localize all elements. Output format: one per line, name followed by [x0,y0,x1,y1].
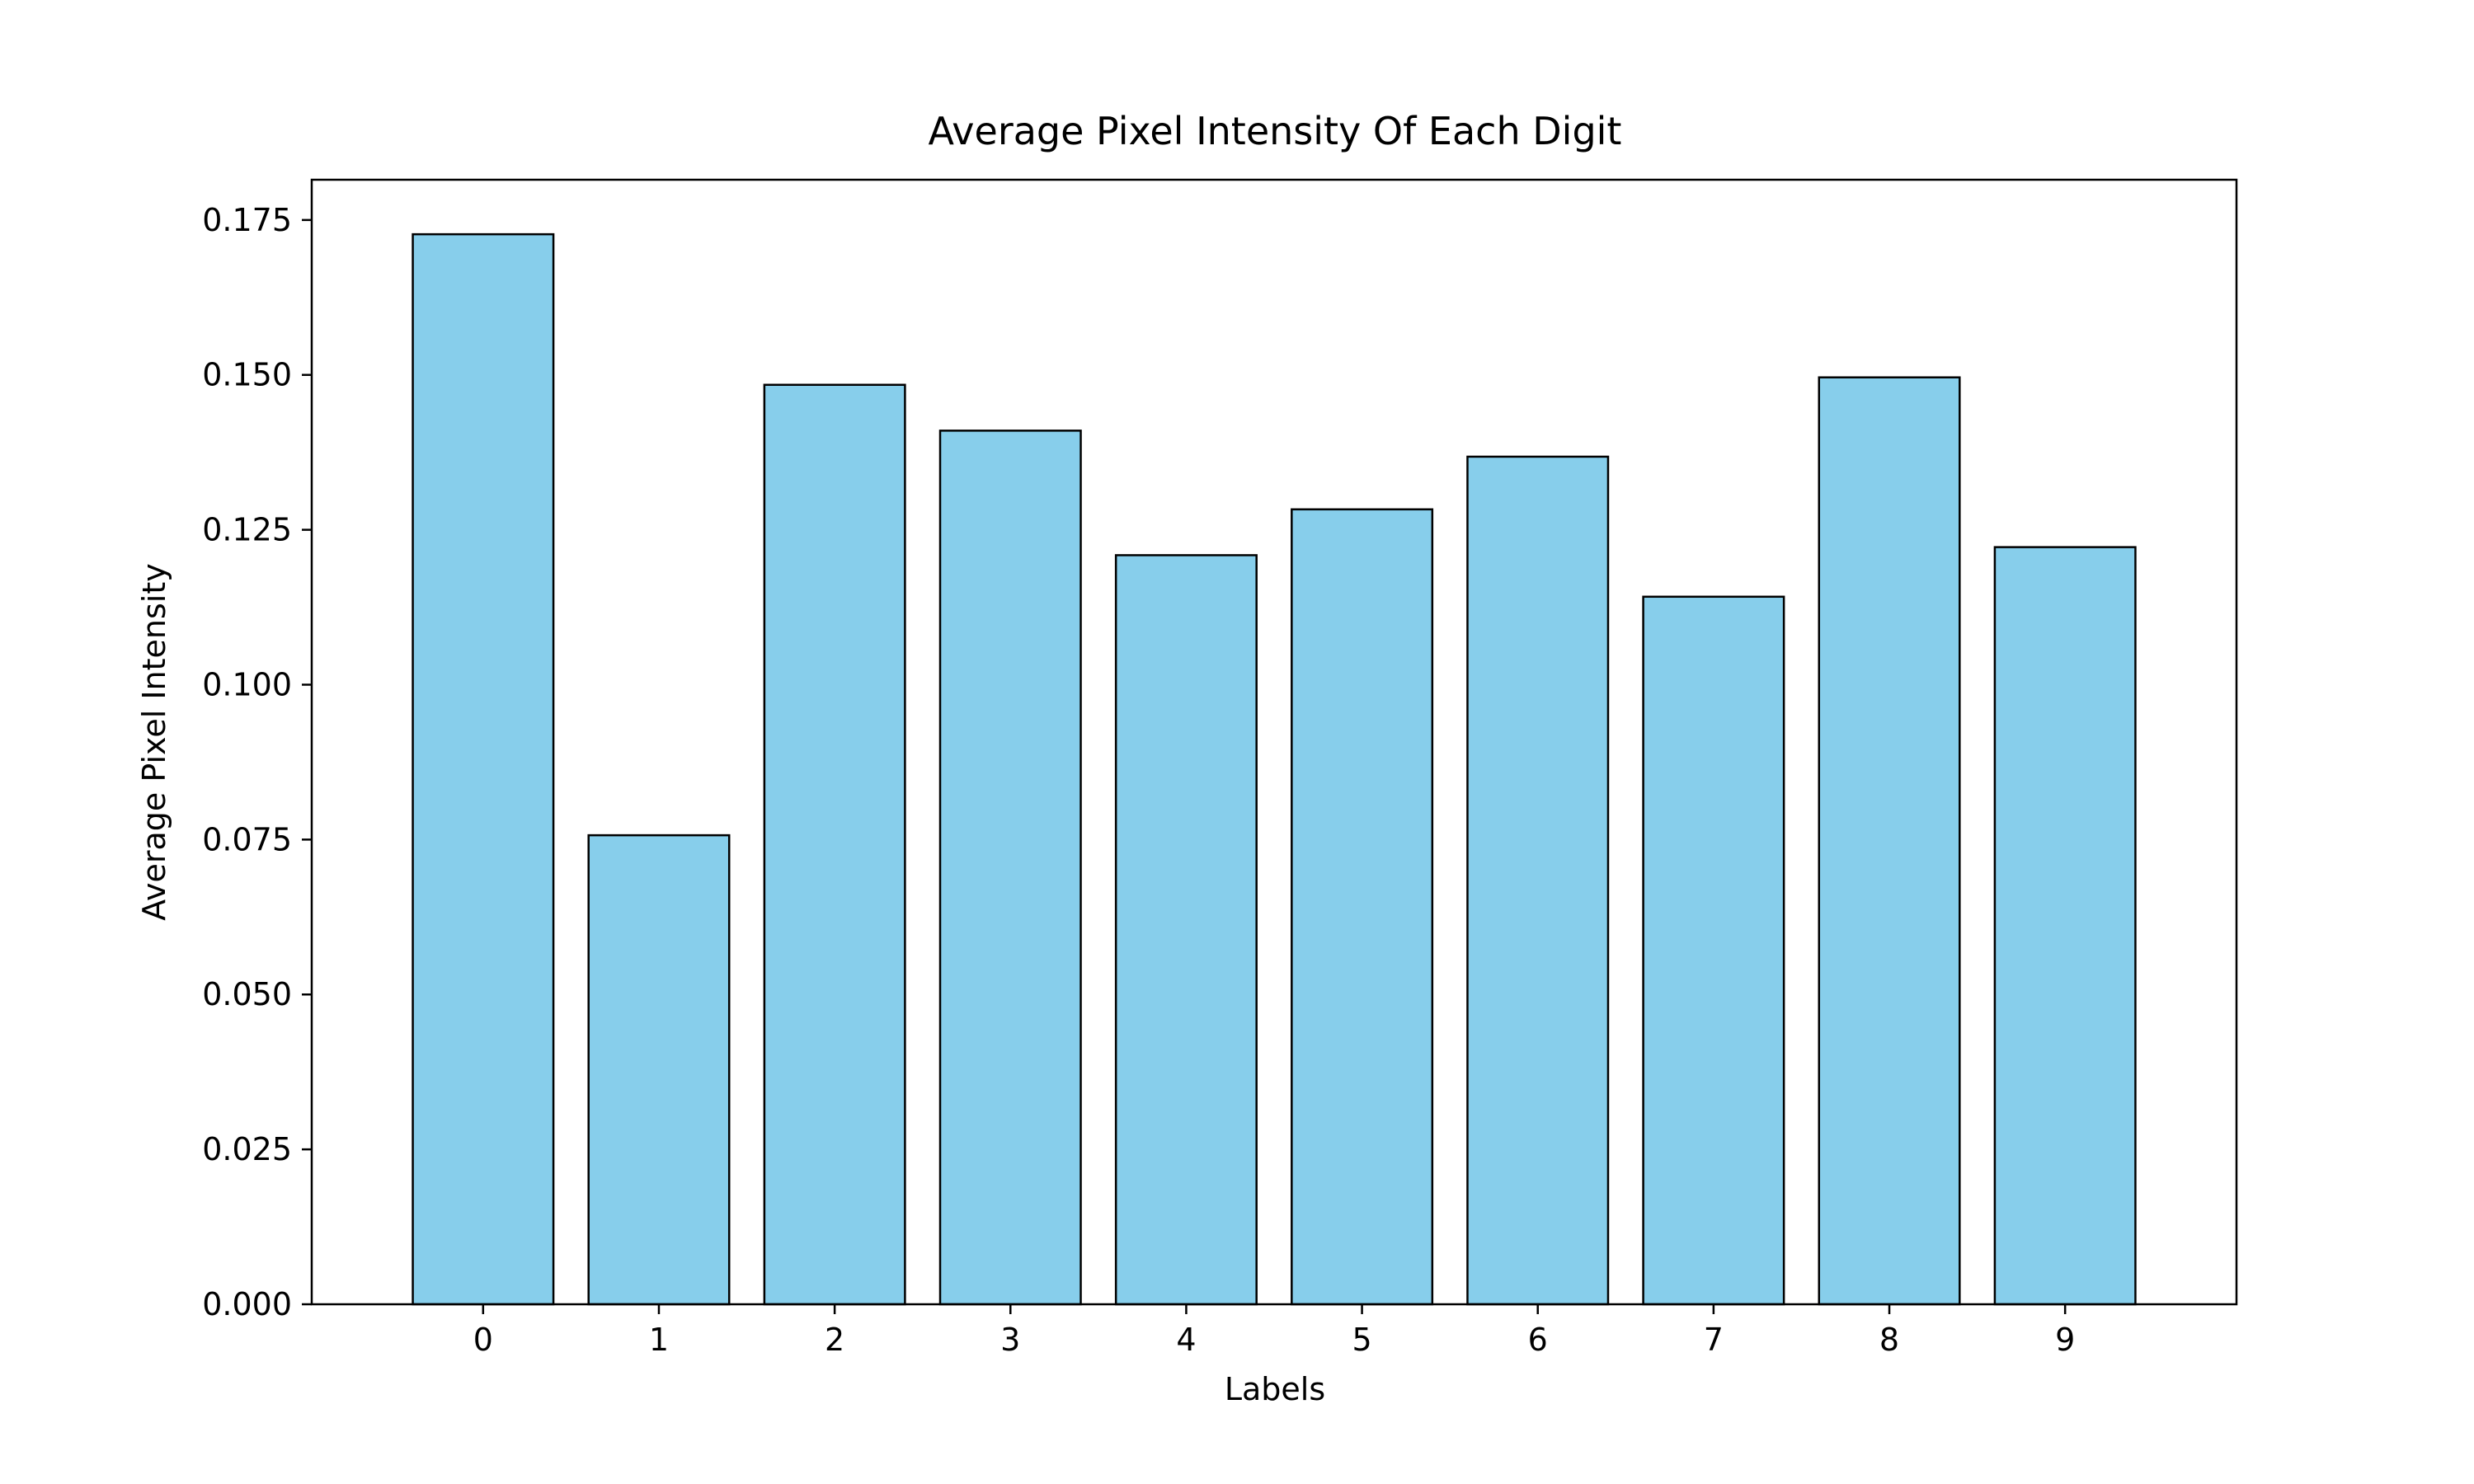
x-axis-title: Labels [1225,1371,1325,1407]
bar-0 [412,232,555,1306]
bar-6 [1466,455,1610,1306]
bars-layer [412,232,2137,1306]
y-tick-label: 0.050 [202,976,292,1012]
y-tick-label: 0.025 [202,1131,292,1167]
bar-4 [1114,554,1258,1306]
x-tick-label: 4 [1176,1322,1196,1358]
y-tick-label: 0.000 [202,1286,292,1322]
bar-9 [1993,546,2137,1306]
bar-8 [1818,376,1961,1306]
plot-frame [310,178,2238,1306]
y-tick-label: 0.175 [202,202,292,238]
bar-1 [587,834,731,1306]
x-axis-ticks: 0 1 2 3 4 5 6 7 8 9 [473,1304,2075,1358]
bar-3 [938,430,1082,1306]
x-tick-label: 6 [1528,1322,1548,1358]
bar-5 [1291,508,1434,1306]
y-tick-label: 0.100 [202,666,292,702]
x-tick-label: 8 [1879,1322,1899,1358]
y-axis-title: Average Pixel Intensity [136,563,172,921]
bar-2 [763,383,906,1306]
x-tick-label: 1 [649,1322,669,1358]
x-tick-label: 5 [1352,1322,1371,1358]
x-tick-label: 2 [825,1322,844,1358]
y-tick-label: 0.125 [202,512,292,548]
bar-7 [1642,595,1785,1306]
y-tick-label: 0.075 [202,821,292,857]
x-tick-label: 9 [2055,1322,2075,1358]
y-tick-label: 0.150 [202,357,292,393]
x-tick-label: 0 [473,1322,493,1358]
x-tick-label: 3 [1000,1322,1020,1358]
chart-title: Average Pixel Intensity Of Each Digit [929,109,1622,153]
x-tick-label: 7 [1704,1322,1724,1358]
y-axis-ticks: 0.000 0.025 0.050 0.075 0.100 0.125 0.150 0.175 [202,202,312,1322]
